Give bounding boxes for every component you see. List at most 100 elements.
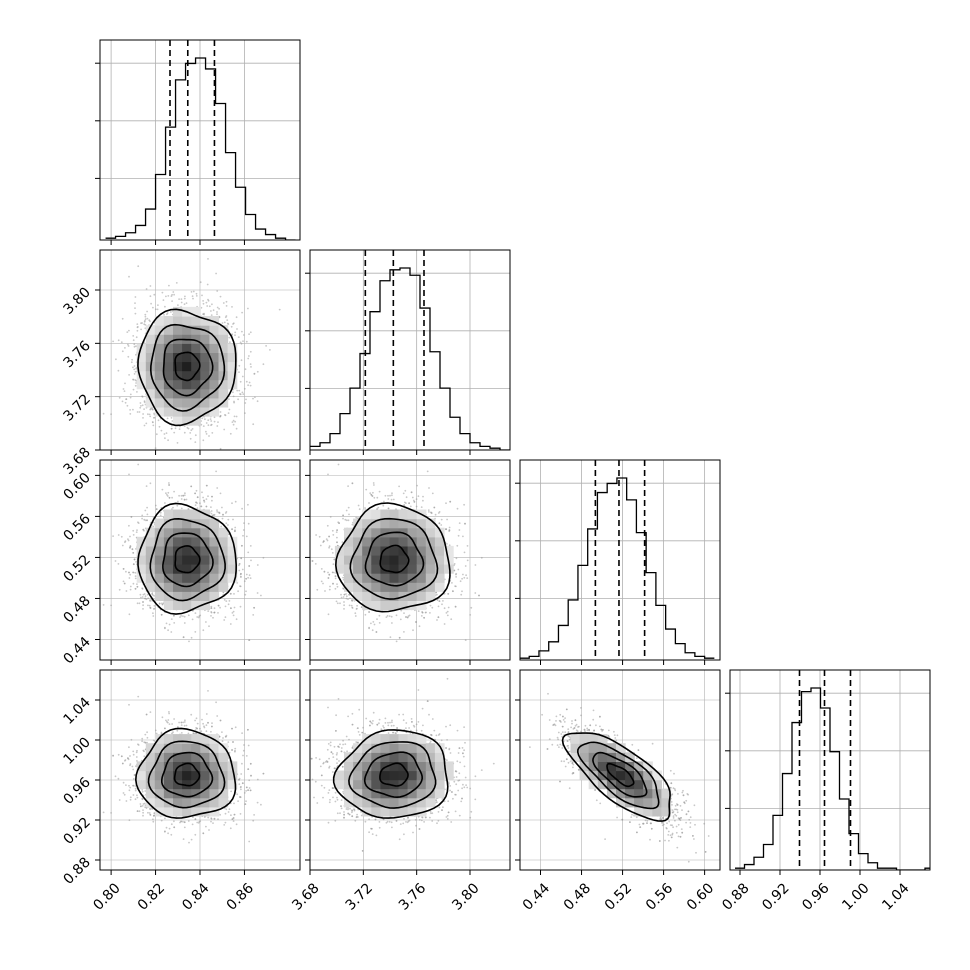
density-cell [389, 545, 400, 556]
scatter-point [132, 529, 135, 532]
scatter-point [343, 604, 345, 607]
scatter-point [234, 526, 237, 529]
scatter-point [239, 796, 241, 798]
scatter-point [248, 574, 251, 577]
density-cell [371, 554, 381, 565]
density-cell [444, 545, 454, 556]
scatter-point [192, 732, 195, 735]
scatter-point [247, 728, 249, 731]
scatter-point [431, 820, 434, 822]
scatter-point [414, 819, 417, 821]
scatter-point [124, 347, 126, 349]
density-cell [173, 600, 183, 611]
scatter-point [342, 514, 344, 517]
scatter-point [158, 602, 161, 605]
scatter-point [146, 593, 149, 596]
scatter-point [250, 774, 252, 777]
scatter-point [249, 331, 252, 334]
scatter-point [164, 305, 166, 308]
density-cell [425, 545, 436, 556]
scatter-point [223, 807, 226, 810]
scatter-point [235, 618, 238, 621]
scatter-point [223, 321, 226, 324]
scatter-point [207, 424, 210, 427]
scatter-point [237, 398, 240, 401]
scatter-point [327, 743, 330, 745]
density-cell [353, 582, 363, 592]
density-cell [425, 527, 436, 538]
scatter-point [411, 721, 413, 723]
scatter-point [436, 599, 439, 601]
scatter-point [133, 345, 136, 348]
density-cell [218, 564, 229, 574]
scatter-point [461, 797, 463, 800]
density-cell [154, 752, 165, 762]
density-cell [209, 564, 220, 574]
scatter-point [465, 574, 467, 577]
scatter-point [240, 572, 242, 575]
scatter-point [243, 522, 245, 524]
scatter-point [345, 593, 347, 595]
scatter-point [341, 541, 344, 543]
density-cell [163, 554, 174, 565]
scatter-point [224, 414, 227, 417]
scatter-point [217, 421, 219, 423]
scatter-point [167, 719, 170, 721]
scatter-point [164, 437, 166, 440]
density-cell [407, 527, 418, 538]
density-cell [218, 343, 229, 353]
density-cell [353, 788, 363, 799]
scatter-point [244, 368, 247, 371]
density-cell [136, 379, 147, 390]
scatter-point [356, 604, 358, 607]
scatter-point [446, 610, 449, 613]
density-cell [182, 591, 192, 601]
scatter-point [337, 698, 340, 700]
density-cell [154, 325, 165, 335]
scatter-point [202, 425, 205, 427]
density-cell [362, 600, 372, 611]
scatter-point [117, 339, 120, 342]
scatter-point [137, 695, 140, 698]
density-cell [227, 770, 238, 781]
scatter-point [183, 494, 186, 497]
scatter-point [170, 618, 173, 620]
density-cell [182, 316, 192, 326]
density-cell [380, 797, 391, 808]
scatter-point [122, 580, 125, 583]
scatter-point [369, 720, 372, 723]
scatter-point [337, 745, 340, 748]
scatter-point [243, 744, 245, 746]
scatter-point [319, 544, 322, 547]
density-cell [209, 752, 220, 762]
scatter-point [448, 747, 451, 750]
density-cell [227, 573, 238, 583]
scatter-point [241, 732, 244, 734]
scatter-point [455, 572, 458, 575]
scatter-point [417, 495, 420, 498]
scatter-point [215, 701, 217, 704]
scatter-point [365, 717, 368, 720]
density-cell [334, 770, 345, 781]
density-cell [136, 545, 147, 556]
scatter-point [390, 724, 393, 727]
scatter-point [238, 783, 241, 785]
scatter-point [219, 813, 221, 816]
density-cell [182, 564, 192, 574]
density-cell [227, 343, 238, 353]
density-cell [227, 361, 238, 372]
scatter-point [307, 815, 309, 817]
scatter-point [378, 821, 381, 823]
scatter-point [231, 818, 234, 820]
scatter-point [240, 557, 243, 560]
scatter-point [178, 298, 180, 300]
scatter-point [343, 813, 345, 816]
scatter-point [196, 722, 199, 725]
scatter-point [339, 743, 341, 746]
scatter-point [141, 514, 144, 517]
density-cell [425, 743, 436, 753]
scatter-point [344, 743, 347, 745]
density-cell [389, 752, 400, 762]
scatter-point [442, 806, 444, 809]
scatter-point [389, 636, 392, 639]
